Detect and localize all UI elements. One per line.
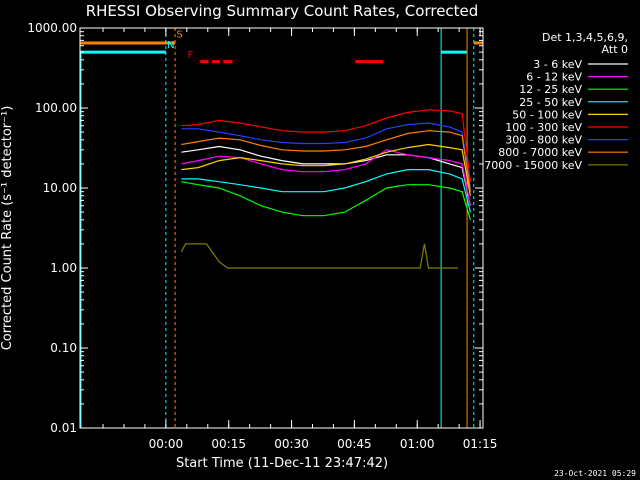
legend-label-50-100kev: 50 - 100 keV xyxy=(512,108,582,121)
x-tick-label: 01:15 xyxy=(463,437,498,451)
flag-label-s: S xyxy=(176,30,182,41)
series-line-800-7000kev-kev xyxy=(181,130,471,192)
y-tick-label: 1.00 xyxy=(50,261,77,275)
legend-label-800-7000kev: 800 - 7000 keV xyxy=(498,146,582,159)
flag-label-f: F xyxy=(188,50,194,61)
plot-area: SN F xyxy=(80,28,483,428)
flag-label-n: N xyxy=(167,40,174,51)
series-line-12-25kev-kev xyxy=(181,181,471,220)
y-axis-label: Corrected Count Rate (s⁻¹ detector⁻¹) xyxy=(0,106,15,351)
axes: 0.01 0.10 1.00 10.00 100.00 1000.00 00:00 00:15… xyxy=(27,21,497,451)
legend-label-6-12kev: 6 - 12 keV xyxy=(526,71,582,84)
y-tick-label: 0.01 xyxy=(50,421,77,435)
series-line-3-6kev-kev xyxy=(181,145,471,206)
legend-label-7000-15000kev: 7000 - 15000 keV xyxy=(484,159,582,172)
footer-timestamp: 23-Oct-2021 05:29 xyxy=(554,469,636,478)
legend-header-detectors: Det 1,3,4,5,6,9, xyxy=(542,31,628,44)
legend-label-3-6kev: 3 - 6 keV xyxy=(533,58,582,71)
plot-frame xyxy=(79,27,484,429)
x-tick-label: 00:00 xyxy=(149,437,184,451)
legend-label-300-800kev: 300 - 800 keV xyxy=(505,134,582,147)
series-line-7000-15000kev-kev xyxy=(180,243,458,269)
series-line-300-800kev-kev xyxy=(181,122,471,189)
series-line-6-12kev-kev xyxy=(181,149,471,206)
series-line-25-50kev-kev xyxy=(181,169,471,213)
y-tick-label: 1000.00 xyxy=(27,21,77,35)
x-tick-label: 00:45 xyxy=(337,437,372,451)
chart-title: RHESSI Observing Summary Count Rates, Co… xyxy=(86,2,479,20)
legend-header-attenuator: Att 0 xyxy=(602,43,628,56)
x-tick-label: 00:15 xyxy=(211,437,246,451)
legend-label-100-300kev: 100 - 300 keV xyxy=(505,121,582,134)
x-tick-label: 00:30 xyxy=(274,437,309,451)
series-line-100-300kev-kev xyxy=(181,109,471,182)
x-axis-label: Start Time (11-Dec-11 23:47:42) xyxy=(176,456,388,471)
y-tick-label: 10.00 xyxy=(43,181,77,195)
y-tick-label: 0.10 xyxy=(50,341,77,355)
x-tick-label: 01:00 xyxy=(400,437,435,451)
legend-label-12-25kev: 12 - 25 keV xyxy=(519,83,582,96)
series-line-50-100kev-kev xyxy=(181,143,471,196)
y-tick-label: 100.00 xyxy=(35,101,77,115)
legend-label-25-50kev: 25 - 50 keV xyxy=(519,96,582,109)
